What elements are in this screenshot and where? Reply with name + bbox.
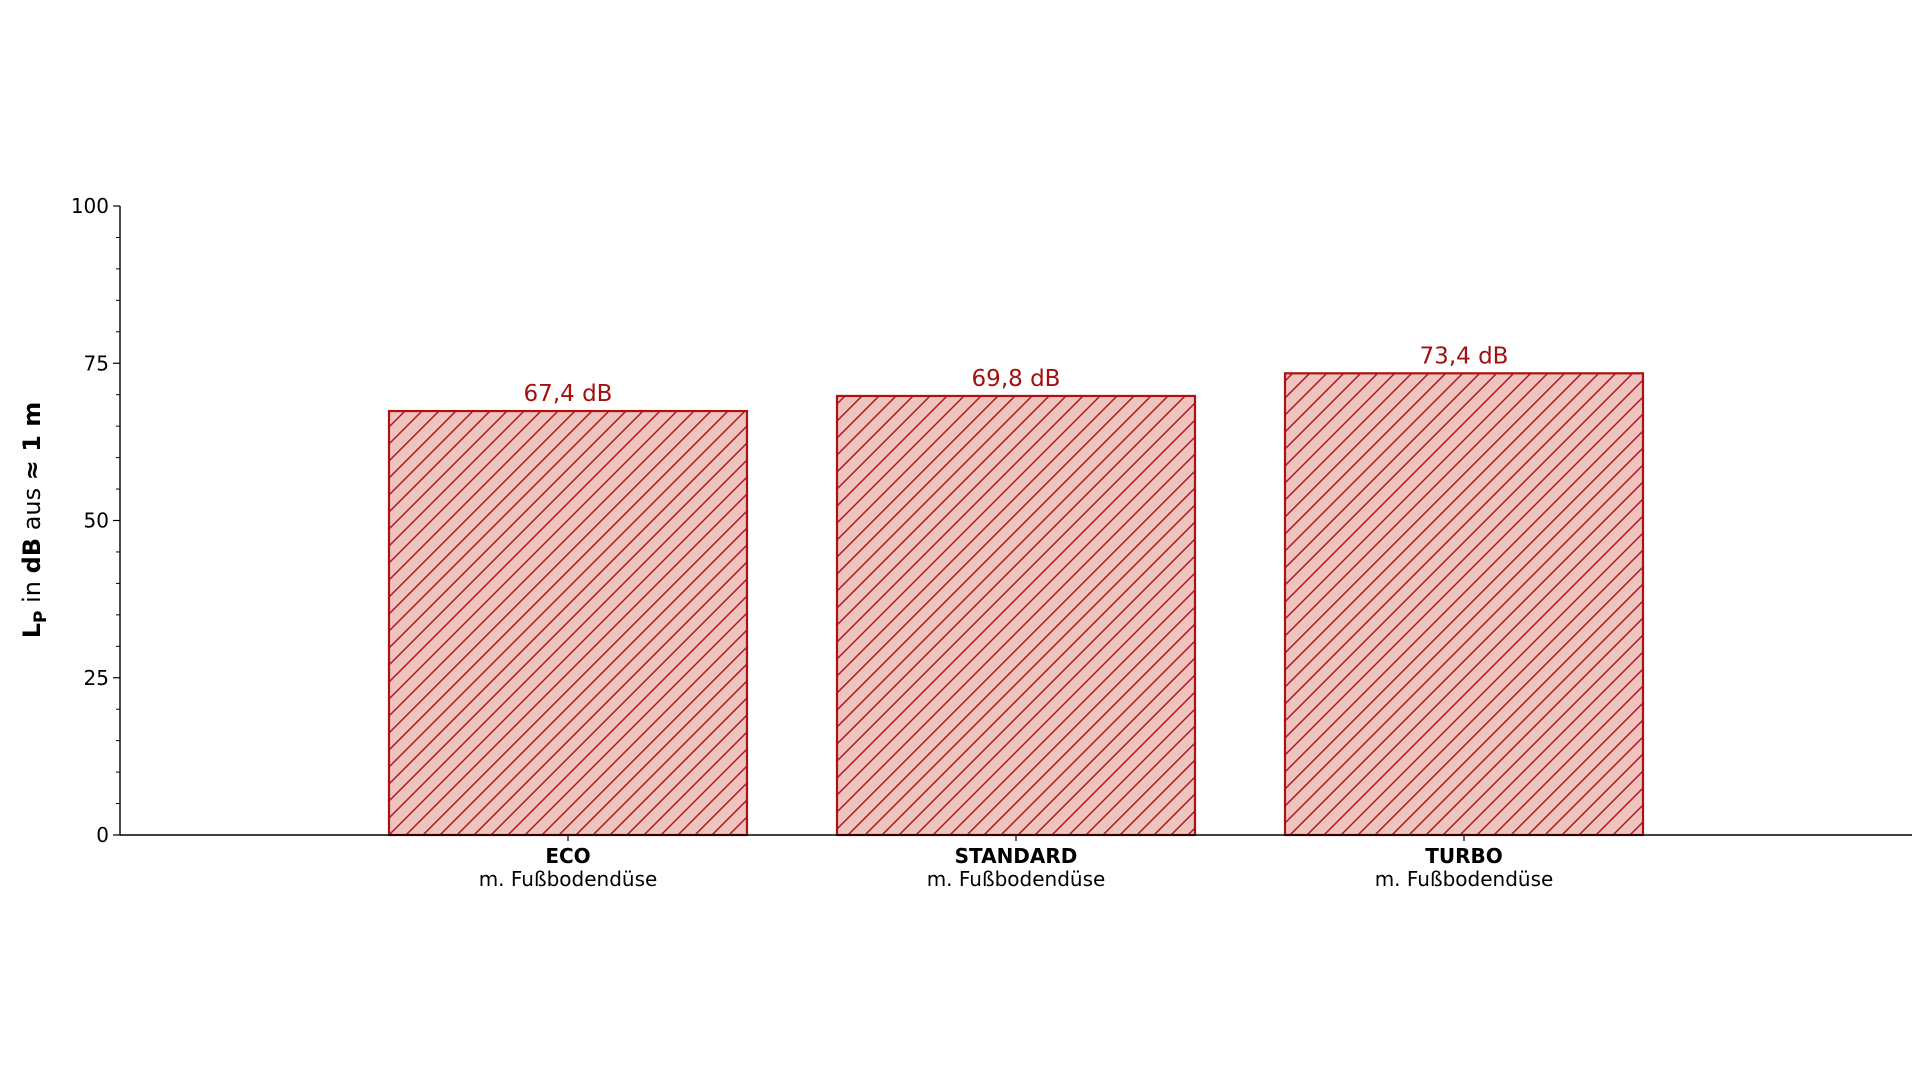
ylabel-from: aus xyxy=(18,480,46,538)
category-label-eco: ECO xyxy=(545,844,590,868)
axes-layer xyxy=(113,205,1912,841)
category-label-standard: STANDARD xyxy=(955,844,1078,868)
ylabel-main: L xyxy=(18,623,46,638)
category-sublabel-standard: m. Fußbodendüse xyxy=(927,867,1106,891)
value-label-eco: 67,4 dB xyxy=(524,381,613,407)
ylabel-distance: ≈ 1 m xyxy=(18,402,46,481)
bar-standard xyxy=(835,394,1197,837)
y-tick-label-100: 100 xyxy=(71,194,109,218)
y-tick-label-0: 0 xyxy=(96,823,109,847)
bar-eco xyxy=(387,409,749,837)
value-label-standard: 69,8 dB xyxy=(972,366,1061,392)
category-label-turbo: TURBO xyxy=(1425,844,1503,868)
category-sublabel-turbo: m. Fußbodendüse xyxy=(1375,867,1554,891)
y-axis-label: LP in dB aus ≈ 1 m xyxy=(18,402,51,639)
y-tick-label-75: 75 xyxy=(84,351,109,375)
ylabel-in: in xyxy=(18,573,46,610)
y-tick-label-50: 50 xyxy=(84,509,109,533)
ylabel-subscript: P xyxy=(31,611,51,623)
y-tick-label-25: 25 xyxy=(84,666,109,690)
value-label-turbo: 73,4 dB xyxy=(1420,343,1509,369)
bars-layer xyxy=(387,372,1645,837)
category-sublabel-eco: m. Fußbodendüse xyxy=(479,867,658,891)
bar-turbo xyxy=(1283,372,1645,837)
ylabel-unit: dB xyxy=(18,538,46,573)
